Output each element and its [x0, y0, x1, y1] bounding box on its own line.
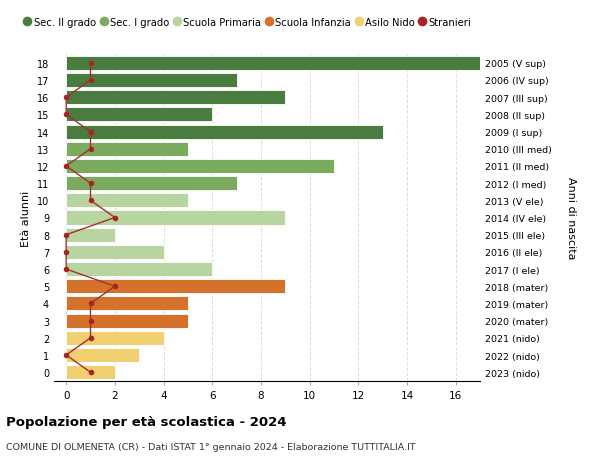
Point — [61, 231, 71, 239]
Bar — [66, 331, 164, 345]
Bar — [66, 228, 115, 242]
Bar — [66, 348, 139, 362]
Bar — [66, 314, 188, 328]
Point — [110, 283, 119, 290]
Bar — [66, 211, 285, 225]
Bar — [66, 125, 383, 139]
Point — [86, 317, 95, 325]
Point — [61, 266, 71, 273]
Point — [86, 300, 95, 308]
Legend: Sec. II grado, Sec. I grado, Scuola Primaria, Scuola Infanzia, Asilo Nido, Stran: Sec. II grado, Sec. I grado, Scuola Prim… — [25, 18, 472, 28]
Point — [86, 77, 95, 84]
Bar — [66, 74, 236, 88]
Point — [86, 146, 95, 153]
Point — [86, 335, 95, 342]
Bar — [66, 160, 334, 174]
Point — [86, 60, 95, 67]
Point — [61, 163, 71, 170]
Point — [61, 249, 71, 256]
Bar — [66, 56, 480, 71]
Y-axis label: Età alunni: Età alunni — [21, 190, 31, 246]
Point — [86, 129, 95, 136]
Bar — [66, 280, 285, 294]
Bar — [66, 263, 212, 276]
Point — [61, 352, 71, 359]
Y-axis label: Anni di nascita: Anni di nascita — [566, 177, 575, 259]
Point — [61, 94, 71, 101]
Bar — [66, 142, 188, 157]
Point — [86, 180, 95, 187]
Bar — [66, 365, 115, 380]
Bar — [66, 177, 236, 191]
Bar — [66, 194, 188, 208]
Point — [86, 197, 95, 205]
Bar — [66, 91, 285, 105]
Bar — [66, 245, 164, 259]
Text: COMUNE DI OLMENETA (CR) - Dati ISTAT 1° gennaio 2024 - Elaborazione TUTTITALIA.I: COMUNE DI OLMENETA (CR) - Dati ISTAT 1° … — [6, 442, 416, 451]
Point — [61, 112, 71, 119]
Bar — [66, 297, 188, 311]
Text: Popolazione per età scolastica - 2024: Popolazione per età scolastica - 2024 — [6, 415, 287, 428]
Point — [110, 214, 119, 222]
Bar — [66, 108, 212, 122]
Point — [86, 369, 95, 376]
